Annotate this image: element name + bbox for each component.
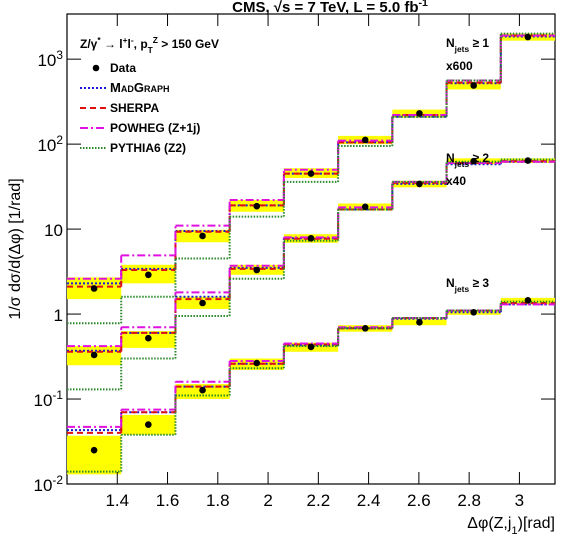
data-point: [90, 285, 98, 292]
uncertainty-band: [67, 435, 122, 475]
y-tick-label: 10: [44, 221, 63, 240]
group-label: Njets ≥ 1: [446, 36, 489, 54]
data-point: [470, 308, 477, 316]
data-point: [524, 157, 532, 164]
data-point: [361, 136, 369, 144]
data-point: [145, 334, 152, 342]
x-tick-label: 1.8: [206, 491, 230, 510]
text-part: -: [131, 35, 134, 45]
group-factor: x600: [446, 59, 473, 73]
data-point: [199, 299, 206, 307]
data-point: [470, 157, 477, 165]
group-factor: x40: [446, 174, 466, 188]
data-point: [307, 234, 315, 242]
data-point: [253, 202, 261, 210]
y-tick-base: 10: [34, 476, 53, 495]
data-point: [416, 110, 423, 117]
text-part: +: [123, 35, 128, 45]
plot-frame: [66, 13, 556, 485]
data-point: [416, 318, 423, 326]
x-tick-label: 2.8: [457, 491, 481, 510]
data-point: [145, 271, 152, 279]
text-part: T: [148, 45, 154, 55]
data-point: [145, 421, 152, 428]
x-tick-label: 1.4: [105, 491, 129, 510]
data-point: [90, 351, 98, 359]
y-tick-label: 10-1: [34, 388, 64, 410]
legend-label: MadGraph: [110, 80, 169, 95]
y-tick-label: 1: [54, 306, 63, 325]
x-tick-label: 2.4: [357, 491, 381, 510]
y-tick-base: 10: [34, 391, 53, 410]
y-tick-base: 10: [37, 136, 56, 155]
y-tick-exp: -1: [52, 388, 63, 402]
data-point: [524, 33, 532, 41]
text-part: *: [97, 35, 101, 45]
y-tick-exp: 3: [56, 48, 63, 62]
text-part: Z: [153, 35, 158, 45]
y-tick-label: 102: [37, 133, 63, 155]
legend-label: POWHEG (Z+1j): [110, 121, 200, 135]
data-point: [307, 343, 315, 351]
text-part: CMS, √s = 7 TeV, L = 5.0 fb: [232, 0, 418, 16]
text-part: → l: [101, 37, 123, 51]
x-tick-label: 3: [515, 491, 524, 510]
y-tick-exp: 2: [56, 133, 63, 147]
data-point: [90, 446, 98, 454]
group-label: Njets ≥ 3: [446, 276, 489, 294]
text-part: Z/γ: [80, 37, 98, 51]
y-tick-label: 103: [37, 48, 63, 70]
text-part: jets: [454, 159, 470, 169]
legend-label: SHERPA: [110, 101, 159, 115]
text-part: ≥ 1: [469, 36, 489, 50]
x-tick-label: 1.6: [156, 491, 180, 510]
text-part: > 150 GeV: [158, 37, 219, 51]
y-tick-exp: -2: [52, 473, 63, 487]
data-point: [470, 82, 477, 89]
text-part: jets: [454, 44, 470, 54]
x-tick-label: 2.2: [307, 491, 331, 510]
annotation: Z/γ* → l+l-, pTZ > 150 GeV: [80, 35, 219, 55]
text-part: , p: [134, 37, 148, 51]
data-point: [416, 180, 423, 188]
data-point: [361, 324, 369, 332]
text-part: -1: [419, 0, 428, 9]
y-tick-label: 10-2: [34, 473, 64, 495]
x-axis-label: Δφ(Z,j1)[rad]: [467, 515, 555, 536]
y-axis-label: 1/σ dσ/d(Δφ) [1/rad]: [7, 178, 24, 319]
x-tick-label: 2: [263, 491, 272, 510]
text-part: N: [446, 151, 455, 165]
legend-label: PYTHIA6 (Z2): [110, 141, 186, 155]
data-point: [199, 386, 206, 394]
text-part: N: [446, 276, 455, 290]
data-point: [361, 203, 369, 211]
text-part: Δφ(Z,j: [467, 515, 511, 532]
data-point: [253, 266, 261, 274]
data-point: [307, 170, 315, 177]
text-part: ≥ 3: [469, 276, 489, 290]
text-part: jets: [454, 284, 470, 294]
y-tick-base: 10: [37, 51, 56, 70]
x-tick-label: 2.6: [407, 491, 431, 510]
chart-title: CMS, √s = 7 TeV, L = 5.0 fb-1: [232, 0, 428, 16]
group-label: Njets ≥ 2: [446, 151, 489, 169]
data-point: [524, 297, 532, 304]
text-part: 1: [511, 525, 517, 536]
text-part: l: [128, 37, 131, 51]
text-part: N: [446, 36, 455, 50]
text-part: ≥ 2: [469, 151, 489, 165]
legend-marker: [92, 64, 100, 72]
text-part: )[rad]: [518, 515, 555, 532]
legend-label: Data: [110, 61, 136, 75]
data-point: [253, 359, 261, 367]
data-point: [199, 232, 206, 240]
